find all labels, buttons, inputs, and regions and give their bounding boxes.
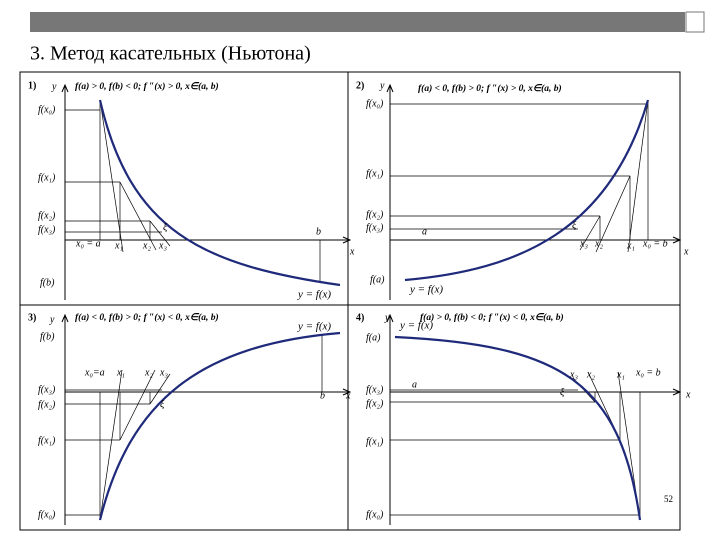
page-number: 52: [664, 494, 673, 504]
y-label: f(x₁): [38, 435, 56, 446]
y-label: f(x₀): [38, 509, 56, 520]
guide-line: [99, 369, 123, 521]
x-label: x₁: [114, 240, 123, 251]
y-label: f(x₂): [38, 399, 56, 410]
x-arrow: [672, 388, 682, 396]
panel-number: 2): [356, 80, 364, 91]
x-label: a: [412, 379, 417, 390]
y-label: f(x₀): [366, 509, 384, 520]
curve: [404, 99, 650, 282]
curve-label: y = f(x): [399, 320, 433, 332]
y-label: f(x₃): [38, 384, 56, 395]
y-label: f(b): [40, 277, 55, 288]
y-label: f(x₂): [366, 398, 384, 409]
x-arrow: [342, 236, 352, 244]
title-bar: [30, 12, 685, 32]
x-label: ξ: [560, 387, 565, 398]
curve-label: y = f(x): [409, 284, 443, 296]
curve: [394, 335, 642, 521]
x-label: x₀=a: [84, 367, 105, 378]
x-arrow: [342, 388, 352, 396]
x-label: ξ: [163, 222, 168, 233]
condition: f(a) < 0, f(b) > 0; f ″(x) > 0, x∈(a, b): [418, 83, 562, 94]
y-label: f(a): [366, 332, 381, 343]
x-label: x₁: [616, 369, 625, 380]
bar-square: [685, 11, 705, 33]
y-label: f(a): [370, 274, 385, 285]
curve-label: y = f(x): [297, 321, 331, 333]
y-label: f(b): [40, 331, 55, 342]
guide-line: [627, 99, 649, 253]
guide-line: [149, 373, 171, 405]
y-label: f(x₂): [366, 209, 384, 220]
x-label: x₃: [158, 240, 167, 251]
x-label: ξ: [572, 220, 577, 231]
x-arrow: [672, 236, 682, 244]
y-label: f(x₃): [366, 222, 384, 233]
condition: f(a) < 0, f(b) > 0; f ″(x) < 0, x∈(a, b): [75, 312, 219, 323]
guide-line: [99, 99, 124, 253]
y-arrow: [61, 83, 69, 93]
y-label: f(x₂): [38, 210, 56, 221]
x-label: ξ: [160, 399, 165, 410]
x-label: b: [320, 390, 325, 401]
x-label: x₃: [569, 369, 578, 380]
guide-line: [119, 369, 156, 441]
y-axis-label: y: [51, 81, 57, 92]
frame: [19, 71, 681, 531]
x-label: a: [422, 226, 427, 237]
y-axis-label: y: [384, 312, 390, 323]
y-label: f(x₀): [38, 104, 56, 115]
x-label: x₂: [594, 238, 603, 249]
x-label: x₁: [626, 240, 635, 251]
y-label: f(x₀): [366, 98, 384, 109]
x-label: x₁: [116, 367, 125, 378]
x-label: x₀ = b: [635, 367, 661, 378]
x-label: x₀ = a: [75, 238, 101, 249]
x-label: b: [316, 226, 321, 237]
slide-title: 3. Метод касательных (Ньютона): [30, 43, 311, 65]
condition: f(a) > 0, f(b) < 0; f ″(x) > 0, x∈(a, b): [75, 81, 219, 92]
panel-number: 3): [28, 312, 36, 323]
curve: [98, 99, 341, 287]
guide-line: [579, 215, 601, 251]
x-label: x₃: [159, 367, 168, 378]
x-label: x₂: [144, 367, 153, 378]
y-axis-label: y: [379, 80, 385, 91]
guide-line: [595, 175, 631, 253]
panel-number: 1): [28, 80, 36, 91]
x-label: x₃: [579, 238, 588, 249]
y-label: f(x₁): [366, 168, 384, 179]
y-label: f(x₃): [38, 224, 56, 235]
y-arrow: [61, 313, 69, 323]
condition: f(a) > 0, f(b) < 0; f ″(x) < 0, x∈(a, b): [420, 312, 564, 323]
curve: [98, 331, 341, 521]
x-axis-label: x: [349, 246, 355, 257]
panel-number: 4): [356, 312, 364, 323]
y-label: f(x₁): [38, 172, 56, 183]
x-label: x₂: [142, 240, 151, 251]
x-label: x₂: [586, 369, 595, 380]
curve-label: y = f(x): [297, 289, 331, 301]
x-axis-label: x: [685, 389, 691, 400]
x-axis-label: x: [683, 246, 689, 257]
y-arrow: [386, 83, 394, 93]
x-axis-label: x: [345, 390, 351, 401]
y-arrow: [386, 313, 394, 323]
y-axis-label: y: [49, 314, 55, 325]
x-label: x₀ = b: [642, 238, 668, 249]
guide-line: [149, 220, 171, 247]
y-label: f(x₃): [366, 384, 384, 395]
y-label: f(x₁): [366, 436, 384, 447]
